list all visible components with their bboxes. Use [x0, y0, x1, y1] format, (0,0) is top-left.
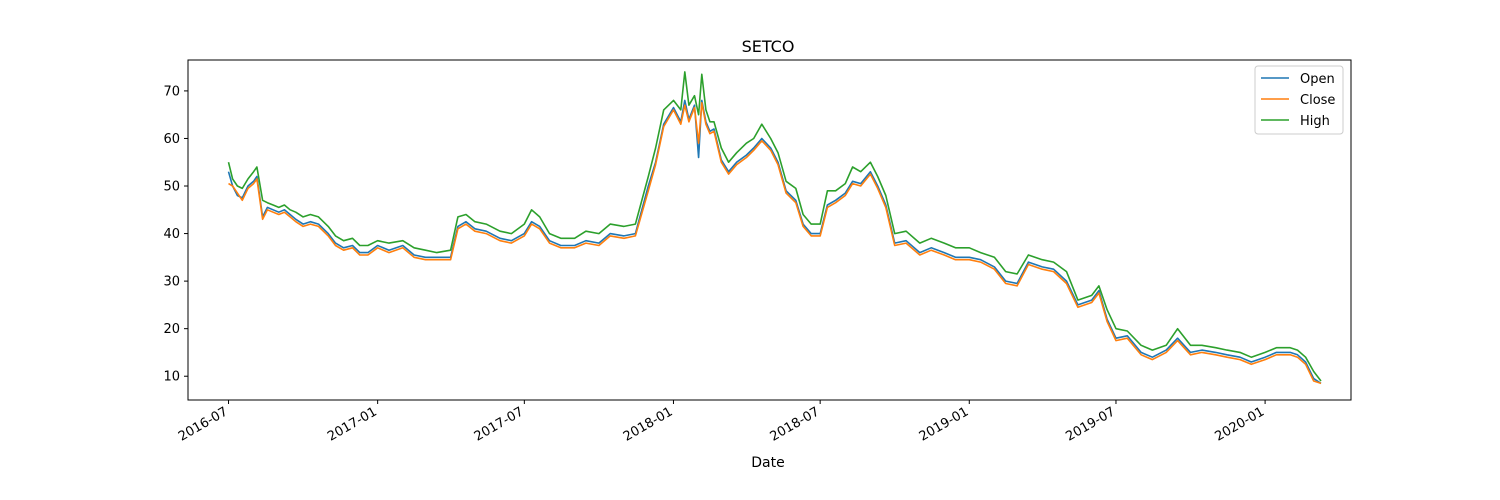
- x-tick-label: 2020-01: [1213, 404, 1268, 444]
- x-axis-title: Date: [751, 455, 784, 471]
- y-tick-label: 30: [163, 275, 180, 290]
- x-tick-label: 2017-01: [325, 404, 380, 444]
- legend-label-open: Open: [1300, 72, 1335, 87]
- x-tick-label: 2019-07: [1063, 404, 1118, 444]
- plot-frame: [187, 59, 1352, 401]
- legend-label-high: High: [1300, 114, 1330, 129]
- plot-area: [187, 59, 1352, 401]
- x-tick-label: 2016-07: [176, 404, 231, 444]
- legend: Open Close High: [1254, 65, 1344, 135]
- legend-frame: [1254, 65, 1344, 135]
- legend-label-close: Close: [1300, 93, 1335, 108]
- y-tick-label: 40: [163, 227, 180, 242]
- x-tick-label: 2018-07: [768, 404, 823, 444]
- y-tick-label: 70: [163, 84, 180, 99]
- x-axis: 2016-07 2017-01 2017-07 2018-01 2018-07 2019-…: [176, 400, 1267, 445]
- y-tick-label: 50: [163, 180, 180, 195]
- y-tick-label: 60: [163, 132, 180, 147]
- x-tick-label: 2019-01: [917, 404, 972, 444]
- series-line-high: [227, 71, 1322, 382]
- chart-title: SETCO: [742, 37, 795, 56]
- y-tick-label: 20: [163, 322, 180, 337]
- series-line-close: [228, 102, 1322, 385]
- x-tick-label: 2017-07: [472, 404, 527, 444]
- y-axis: 10 20 30 40 50 60 70: [163, 84, 188, 385]
- x-tick-label: 2018-01: [621, 404, 676, 444]
- y-tick-label: 10: [163, 370, 180, 385]
- series-layer: [227, 71, 1322, 385]
